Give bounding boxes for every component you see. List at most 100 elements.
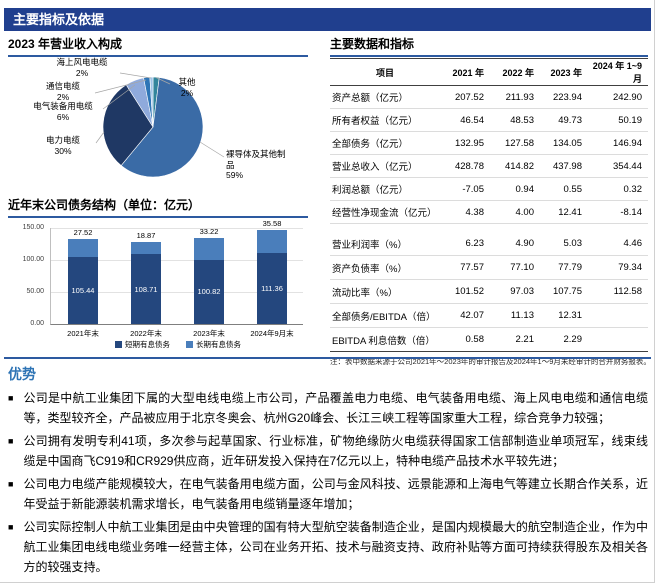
table-row: 全部债务（亿元） 132.95 127.58 134.05 146.94 <box>330 131 648 155</box>
section-header-bar: 主要指标及依据 <box>4 8 651 31</box>
pie-label-text: 海上风电电缆 <box>56 57 108 67</box>
advantages-list: ■ 公司是中航工业集团下属的大型电线电缆上市公司，产品覆盖电力电缆、电气装备用电… <box>8 388 648 580</box>
pie-label-pct: 2% <box>75 67 89 78</box>
bar-category-label: 2024年9月末 <box>250 329 294 338</box>
pie-leader-lines <box>94 72 225 158</box>
pie-label-text: 电力电缆 <box>45 135 80 145</box>
left-column: 2023 年营业收入构成 <box>8 36 308 352</box>
revenue-pie-chart: 海上风电电缆 2% 通信电缆 2% 电气装备用电缆 6% 电力电缆 30% 其他… <box>8 57 308 193</box>
short-term-debt-segment: 105.44 <box>68 256 98 324</box>
bar-legend: 短期有息债务 长期有息债务 <box>48 339 308 350</box>
short-term-debt-segment: 111.36 <box>257 252 287 324</box>
pie-label-other: 其他 2% <box>167 77 207 98</box>
advantage-item: ■ 公司实际控制人中航工业集团是由中央管理的国有特大型航空装备制造企业，是国内规… <box>8 517 648 577</box>
table-row: 营业利润率（%） 6.23 4.90 5.03 4.46 <box>330 232 648 256</box>
long-term-debt-segment <box>131 242 161 255</box>
short-term-debt-value: 100.82 <box>197 287 221 297</box>
table-row: 资产负债率（%） 77.57 77.10 77.79 79.34 <box>330 255 648 280</box>
bullet-square-icon: ■ <box>8 479 14 489</box>
gridline <box>51 260 303 261</box>
bullet-square-icon: ■ <box>8 393 14 403</box>
debt-bar-chart: 150.00 100.00 50.00 0.00 27.52 105.44 20… <box>8 219 308 352</box>
advantage-text: 公司实际控制人中航工业集团是由中央管理的国有特大型航空装备制造企业，是国内规模最… <box>23 520 648 574</box>
table-row: 全部债务/EBITDA（倍） 42.07 11.13 12.31 <box>330 303 648 328</box>
section-header-title: 主要指标及依据 <box>13 12 105 27</box>
table-row: 利润总额（亿元） -7.05 0.94 0.55 0.32 <box>330 177 648 201</box>
bullet-square-icon: ■ <box>8 522 14 532</box>
advantage-item: ■ 公司电力电缆产能规模较大，在电气装备用电缆方面，公司与金风科技、远景能源和上… <box>8 474 648 514</box>
short-term-debt-swatch <box>115 341 122 348</box>
advantage-text: 公司是中航工业集团下属的大型电线电缆上市公司，产品覆盖电力电缆、电气装备用电缆、… <box>23 391 648 425</box>
long-term-debt-value: 27.52 <box>73 227 93 237</box>
short-term-debt-value: 105.44 <box>71 285 95 295</box>
col-header-2023: 2023 年 <box>540 58 588 86</box>
pie-slice-conductor-products <box>120 77 204 178</box>
long-term-debt-value: 35.58 <box>262 218 282 228</box>
pie-label-pct: 6% <box>56 111 70 122</box>
long-term-debt-segment <box>68 238 98 257</box>
table-row: EBITDA 利息倍数（倍） 0.58 2.21 2.29 <box>330 327 648 352</box>
table-group-spacer <box>330 224 648 233</box>
col-header-2024: 2024 年 1~9 月 <box>588 58 648 86</box>
short-term-debt-segment: 100.82 <box>194 259 224 324</box>
long-term-debt-value: 33.22 <box>199 227 219 237</box>
long-term-debt-swatch <box>186 341 193 348</box>
pie-slices <box>102 76 204 178</box>
gridline <box>51 228 303 229</box>
bar-category-label: 2021年末 <box>67 329 99 338</box>
pie-slice-power-cable <box>102 84 154 166</box>
debt-bar-2022: 18.87 108.71 2022年末 <box>130 231 162 338</box>
pie-label-pct: 2% <box>56 91 70 102</box>
pie-label-power: 电力电缆 30% <box>31 135 95 156</box>
pie-label-text: 电气装备用电缆 <box>33 101 93 111</box>
pie-label-text: 裸导体及其他制品 <box>226 149 286 170</box>
table-row: 所有者权益（亿元） 46.54 48.53 49.73 50.19 <box>330 108 648 132</box>
pie-label-pct: 2% <box>180 87 194 98</box>
debt-bar-2024sep: 35.58 111.36 2024年9月末 <box>250 219 293 338</box>
table-row: 经营性净现金流（亿元） 4.38 4.00 12.41 -8.14 <box>330 200 648 224</box>
pie-label-pct: 30% <box>54 145 72 156</box>
table-row: 资产总额（亿元） 207.52 211.93 223.94 242.90 <box>330 85 648 109</box>
short-term-debt-value: 111.36 <box>261 283 283 293</box>
pie-label-conductor-products: 裸导体及其他制品 59% <box>226 149 286 181</box>
y-tick: 50.00 <box>26 288 44 295</box>
pie-label-text: 其他 <box>178 77 196 87</box>
bullet-square-icon: ■ <box>8 436 14 446</box>
advantages-title: 优势 <box>8 366 36 382</box>
debt-bar-2021: 27.52 105.44 2021年末 <box>67 228 99 338</box>
advantage-item: ■ 公司是中航工业集团下属的大型电线电缆上市公司，产品覆盖电力电缆、电气装备用电… <box>8 388 648 428</box>
bar-plot-area: 27.52 105.44 2021年末 18.87 108.71 2022年末 <box>50 219 303 338</box>
pie-label-communication: 通信电缆 2% <box>31 81 95 102</box>
pie-section-title: 2023 年营业收入构成 <box>8 36 308 57</box>
col-header-item: 项目 <box>330 58 440 86</box>
advantage-text: 公司拥有发明专利41项，多次参与起草国家、行业标准，矿物绝缘防火电缆获得国家工信… <box>23 434 648 468</box>
long-term-debt-segment <box>194 238 224 260</box>
advantage-item: ■ 公司拥有发明专利41项，多次参与起草国家、行业标准，矿物绝缘防火电缆获得国家… <box>8 431 648 471</box>
debt-section-title: 近年末公司债务结构（单位：亿元） <box>8 197 308 218</box>
y-tick: 150.00 <box>22 224 44 231</box>
long-term-debt-segment <box>257 229 287 253</box>
pie-label-text: 通信电缆 <box>45 81 80 91</box>
pie-label-offshore-wind: 海上风电电缆 2% <box>40 57 124 78</box>
col-header-2021: 2021 年 <box>440 58 490 86</box>
short-term-debt-segment: 108.71 <box>131 254 161 324</box>
key-indicators-table: 项目 2021 年 2022 年 2023 年 2024 年 1~9 月 资产总… <box>330 58 648 352</box>
pie-label-equipment: 电气装备用电缆 6% <box>25 101 101 122</box>
gridline <box>51 292 303 293</box>
table-note: 注：表中数据来源于公司2021年～2023年的审计报告及2024年1～9月未经审… <box>330 357 648 366</box>
legend-label: 短期有息债务 <box>125 340 170 349</box>
table-row: 流动比率（%） 101.52 97.03 107.75 112.58 <box>330 279 648 304</box>
legend-item-long-term: 长期有息债务 <box>186 339 241 350</box>
table-row: 营业总收入（亿元） 428.78 414.82 437.98 354.44 <box>330 154 648 178</box>
legend-item-short-term: 短期有息债务 <box>115 339 170 350</box>
advantage-text: 公司电力电缆产能规模较大，在电气装备用电缆方面，公司与金风科技、远景能源和上海电… <box>23 477 648 511</box>
pie-svg <box>94 72 225 178</box>
table-header-row: 项目 2021 年 2022 年 2023 年 2024 年 1~9 月 <box>330 58 648 86</box>
section-divider <box>4 357 651 359</box>
bar-category-label: 2022年末 <box>130 329 162 338</box>
bar-category-label: 2023年末 <box>193 329 225 338</box>
col-header-2022: 2022 年 <box>490 58 540 86</box>
right-column: 主要数据和指标 项目 2021 年 2022 年 2023 年 2024 年 1… <box>330 36 648 367</box>
short-term-debt-value: 108.71 <box>134 284 158 294</box>
